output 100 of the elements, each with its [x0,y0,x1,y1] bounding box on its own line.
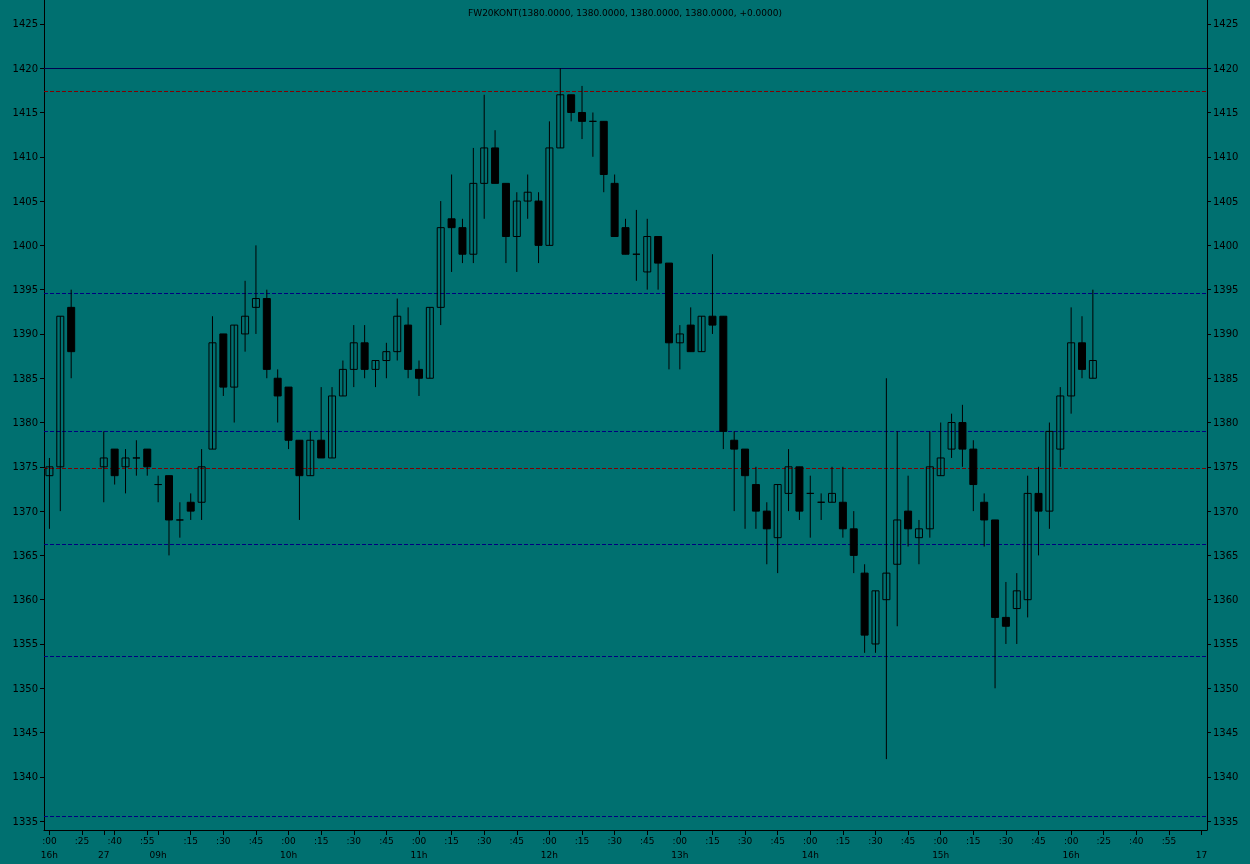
y2-tick-label: 1380 [1213,417,1239,429]
x-tick-label: :25 [74,836,90,846]
y-tick-label: 1335 [12,815,38,827]
y-tick-label: 1420 [12,62,38,74]
candlestick [1067,306,1076,415]
candlestick [675,324,684,370]
x-tick-label: 09h [149,850,167,860]
x-tick-label: :40 [1129,836,1144,846]
candlestick [773,484,782,574]
y2-tick-label: 1350 [1213,682,1239,694]
candlestick [273,368,282,424]
candlestick [241,280,250,353]
candlestick [480,94,489,220]
candlestick [414,360,423,397]
candlestick [578,85,587,140]
x-tick-label: :00 12h [540,836,558,860]
candlestick [784,448,793,512]
candlestick [436,200,445,326]
candlestick [1088,289,1097,379]
candlestick [762,501,771,565]
candlestick [208,315,217,450]
candlestick [1001,581,1010,645]
x-tick-label: :45 [900,836,916,846]
y2-tick-label: 1390 [1213,328,1239,340]
y-tick-label: 1425 [12,18,38,30]
y-tick-label: 1360 [12,594,38,606]
y2-tick-label: 1370 [1213,505,1239,517]
candlestick [306,430,315,477]
x-tick-label: :45 [640,836,655,846]
y2-tick-label: 1405 [1213,195,1239,207]
x-tick-label: :00 16h [1062,836,1080,860]
candlestick [393,298,402,362]
candlestick [197,448,206,521]
y2-tick-label: 1360 [1213,594,1239,606]
x-tick-label: :15 [183,836,198,846]
candlestick [512,191,521,273]
candlestick [469,147,478,264]
x-tick-label: :15 [313,836,329,846]
x-tick-label: 17 [1195,850,1208,860]
x-tick-label: :45 [248,836,264,846]
x-tick-label: :00 10h [279,836,298,860]
y-tick-label: 1395 [12,284,38,296]
y2-tick-label: 1395 [1213,284,1239,296]
y2-tick-label: 1340 [1213,771,1239,783]
x-tick-label: :00 15h [932,836,950,860]
y-tick-label: 1405 [12,195,38,207]
y-tick-label: 1410 [12,151,38,163]
candlestick [708,253,717,335]
x-tick-label: :30 [216,836,231,846]
y2-tick-label: 1335 [1213,815,1239,827]
candlestick [893,430,902,627]
candlestick [251,244,260,335]
candlestick [828,466,837,503]
x-tick-label: :55 [1161,836,1177,846]
candlestick [425,306,434,379]
x-tick-label: :30 [346,836,362,846]
y-tick-label: 1415 [12,107,38,118]
y2-tick-label: 1415 [1213,107,1239,118]
candlestick [175,501,184,539]
candlestick [328,386,337,459]
candlestick [1056,386,1065,468]
candlestick [556,67,565,149]
y-tick-label: 1375 [12,461,38,473]
y-tick-label: 1365 [12,549,38,561]
candlestick [697,315,706,353]
x-tick-label: :30 [998,836,1014,846]
x-tick-label: :45 [770,836,785,846]
candlestick [56,315,65,512]
x-tick-label: 27 [98,850,110,860]
x-tick-label: :30 [607,836,623,846]
y2-tick-label: 1355 [1213,638,1239,650]
y-tick-label: 1345 [12,727,38,739]
candlestick [882,377,891,760]
candlestick [447,174,456,273]
x-tick-label: :45 [379,836,394,846]
x-tick-label: :45 [509,836,525,846]
y2-tick-label: 1420 [1213,62,1239,74]
candlestick [99,430,108,503]
text: FW20KONT(1380.0000, 1380.0000, 1380.0000, 1380.0000, +0.0000) [468,7,782,18]
x-tick-label: :40 [107,836,123,846]
y2-tick-label: 1345 [1213,727,1239,739]
y-tick-label: 1400 [12,239,38,251]
candlestick [980,492,989,548]
candlestick [730,430,739,512]
candlestick [523,174,532,220]
candlestick [1023,475,1032,618]
x-tick-label: :00 14h [801,836,819,860]
x-tick-label: :45 [1031,836,1046,846]
y2-tick-label: 1375 [1213,461,1239,473]
x-tick-label: :15 [574,836,590,846]
candlestick [132,439,141,477]
y2-tick-label: 1365 [1213,549,1239,561]
candlestick [914,519,923,565]
y-tick-label: 1380 [12,417,38,429]
candlestick [947,413,956,459]
x-tick-label: :15 [835,836,851,846]
x-tick-label: :15 [444,836,459,846]
x-tick-label: :30 [476,836,492,846]
y-tick-label: 1385 [12,372,38,384]
y-tick-label: 1390 [12,328,38,340]
